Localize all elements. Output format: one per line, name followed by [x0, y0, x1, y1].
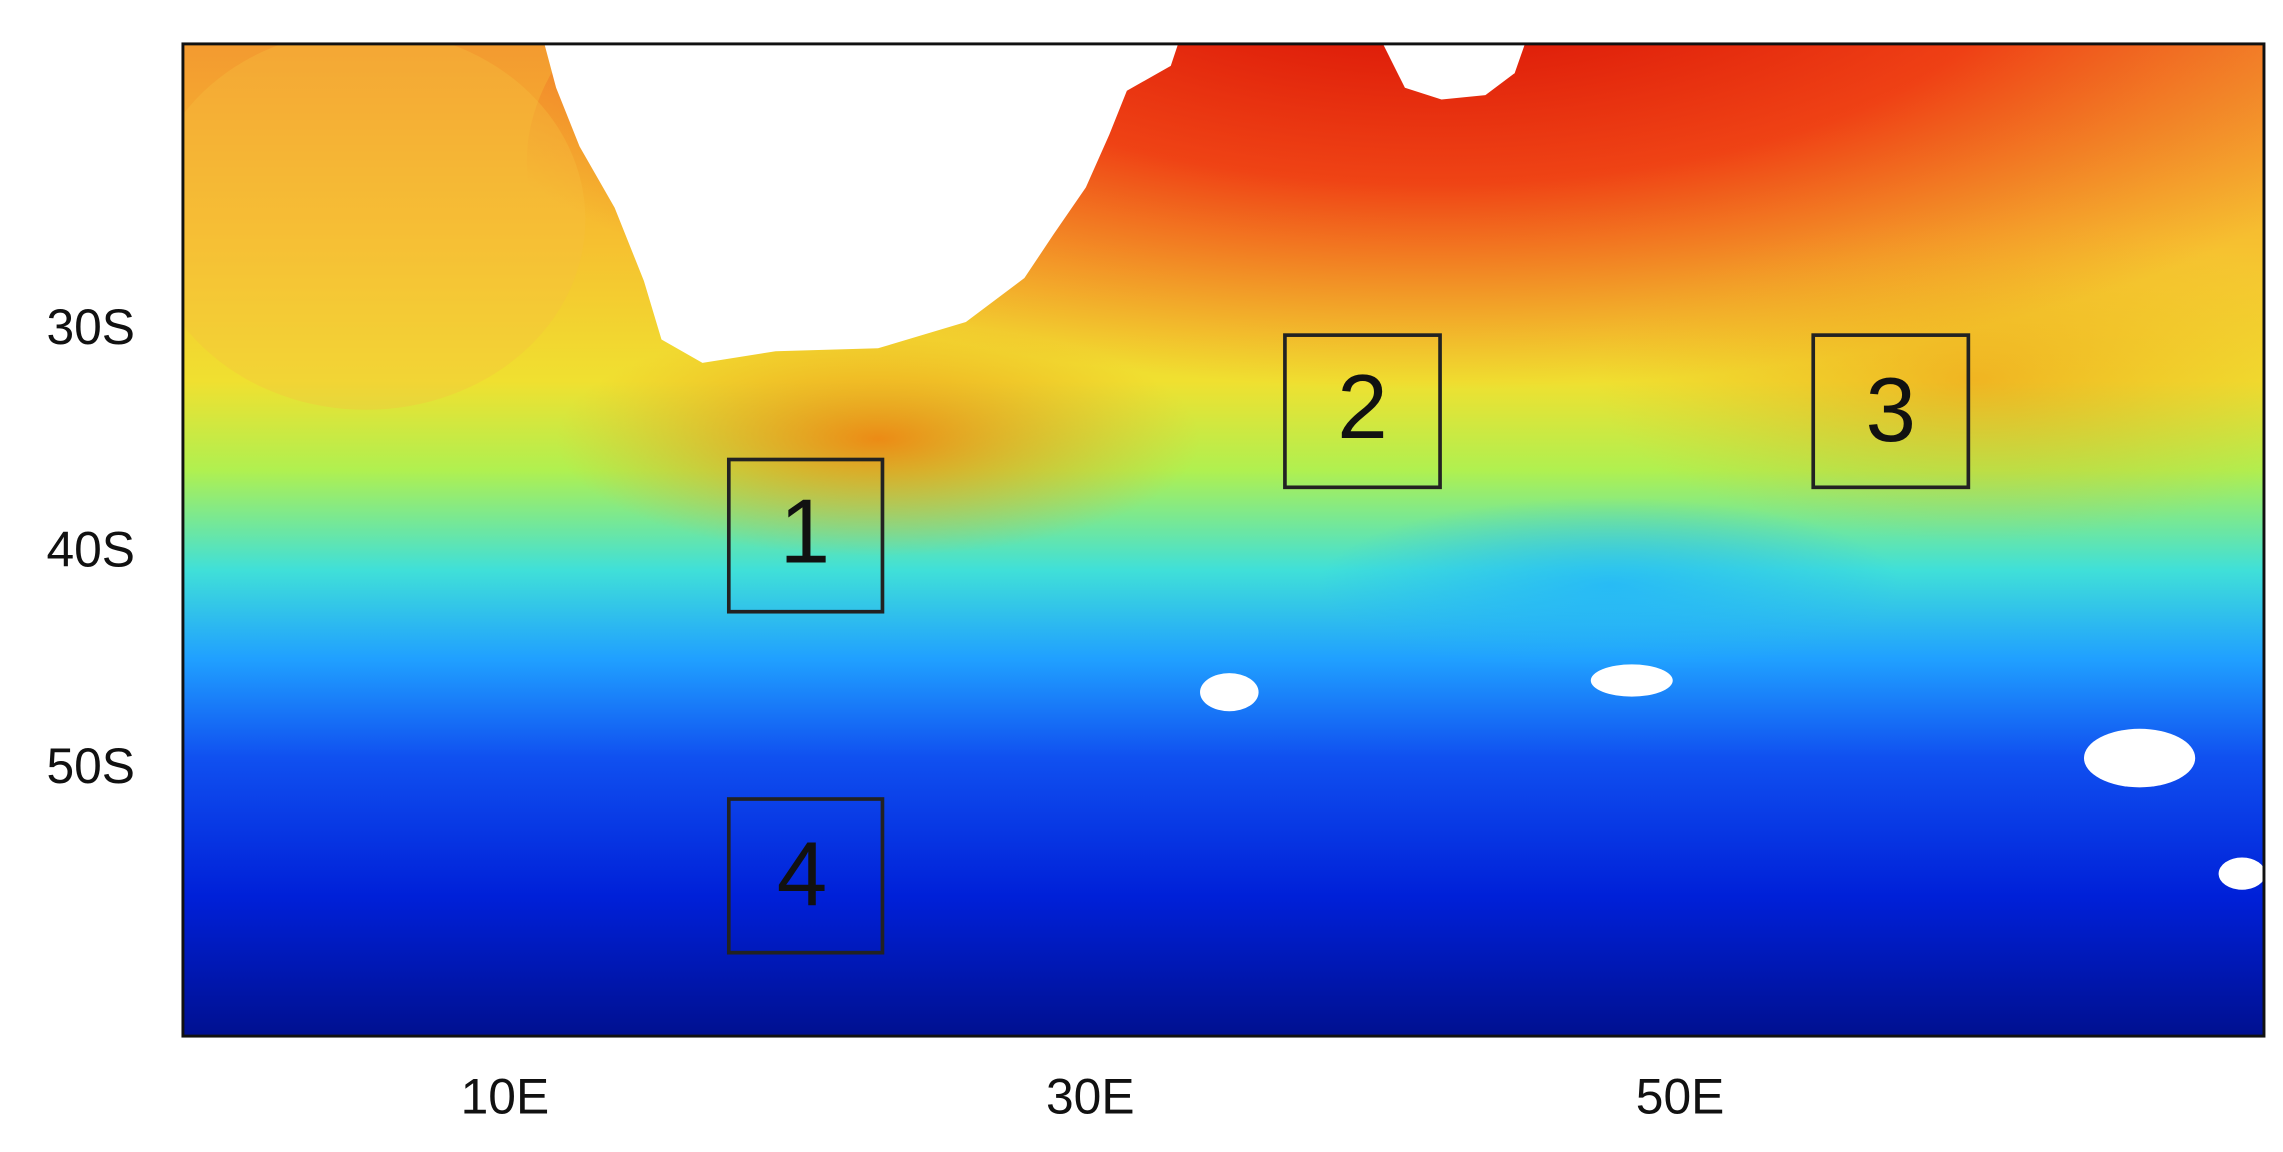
y-tick-label: 30S	[46, 299, 135, 355]
sst-field	[182, 43, 2264, 1037]
box-label: 1	[780, 482, 830, 583]
island	[2083, 728, 2196, 788]
region-box: 4	[726, 797, 885, 955]
island	[2218, 857, 2266, 890]
x-tick-label: 50E	[1636, 1069, 1725, 1125]
region-box: 3	[1811, 333, 1971, 490]
plot-frame	[181, 42, 2266, 1038]
madagascar-land	[1382, 43, 1525, 100]
y-tick-label: 40S	[46, 521, 135, 577]
box-label: 4	[777, 824, 827, 925]
box-label: 2	[1337, 357, 1387, 458]
africa-land	[544, 43, 1179, 363]
island	[1590, 664, 1673, 697]
island	[1200, 673, 1259, 712]
region-box: 2	[1283, 333, 1442, 490]
x-tick-label: 30E	[1046, 1069, 1135, 1125]
region-box: 1	[726, 457, 885, 614]
y-tick-label: 50S	[46, 738, 135, 794]
box-label: 3	[1866, 360, 1916, 461]
x-tick-label: 10E	[461, 1069, 550, 1125]
